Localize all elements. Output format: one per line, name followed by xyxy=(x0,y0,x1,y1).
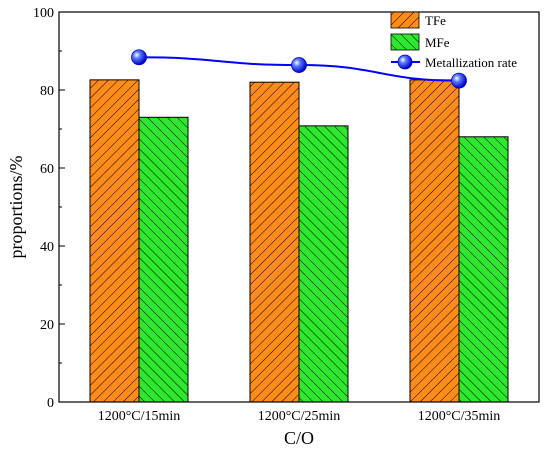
y-tick-label: 0 xyxy=(47,396,54,411)
y-tick-label: 100 xyxy=(33,6,54,21)
x-tick-label: 1200°C/35min xyxy=(418,409,501,424)
metallization-line-layer xyxy=(131,49,467,89)
metallization-point-2 xyxy=(291,57,307,73)
y-tick-label: 80 xyxy=(40,84,54,99)
y-tick-label: 60 xyxy=(40,162,54,177)
x-axis-label: C/O xyxy=(284,428,314,448)
bar-mfe-3 xyxy=(458,136,509,403)
bar-mfe-1 xyxy=(138,116,189,403)
metallization-point-1 xyxy=(131,49,147,66)
legend-label-mfe: MFe xyxy=(425,35,450,50)
y-axis-label: proportions/% xyxy=(6,156,26,259)
y-tick-label: 20 xyxy=(40,318,54,333)
bar-mfe-2 xyxy=(298,125,349,403)
legend-label-tfe: TFe xyxy=(425,13,446,28)
bar-tfe-1 xyxy=(89,79,140,403)
legend-swatch-tfe xyxy=(390,11,420,29)
y-axis: 0 20 40 60 80 100 xyxy=(33,6,65,411)
bars-layer xyxy=(89,79,509,403)
y-tick-label: 40 xyxy=(40,240,54,255)
x-axis: 1200°C/15min 1200°C/25min 1200°C/35min xyxy=(98,397,501,424)
metallization-point-3 xyxy=(451,72,467,89)
bar-tfe-3 xyxy=(409,79,460,403)
legend: TFe MFe Metallization rate xyxy=(390,11,517,70)
x-tick-label: 1200°C/25min xyxy=(258,409,341,424)
x-tick-label: 1200°C/15min xyxy=(98,409,181,424)
legend-label-metallization: Metallization rate xyxy=(425,55,517,70)
legend-marker-metallization xyxy=(397,54,413,70)
bar-tfe-2 xyxy=(249,81,300,403)
legend-swatch-mfe xyxy=(390,33,420,51)
